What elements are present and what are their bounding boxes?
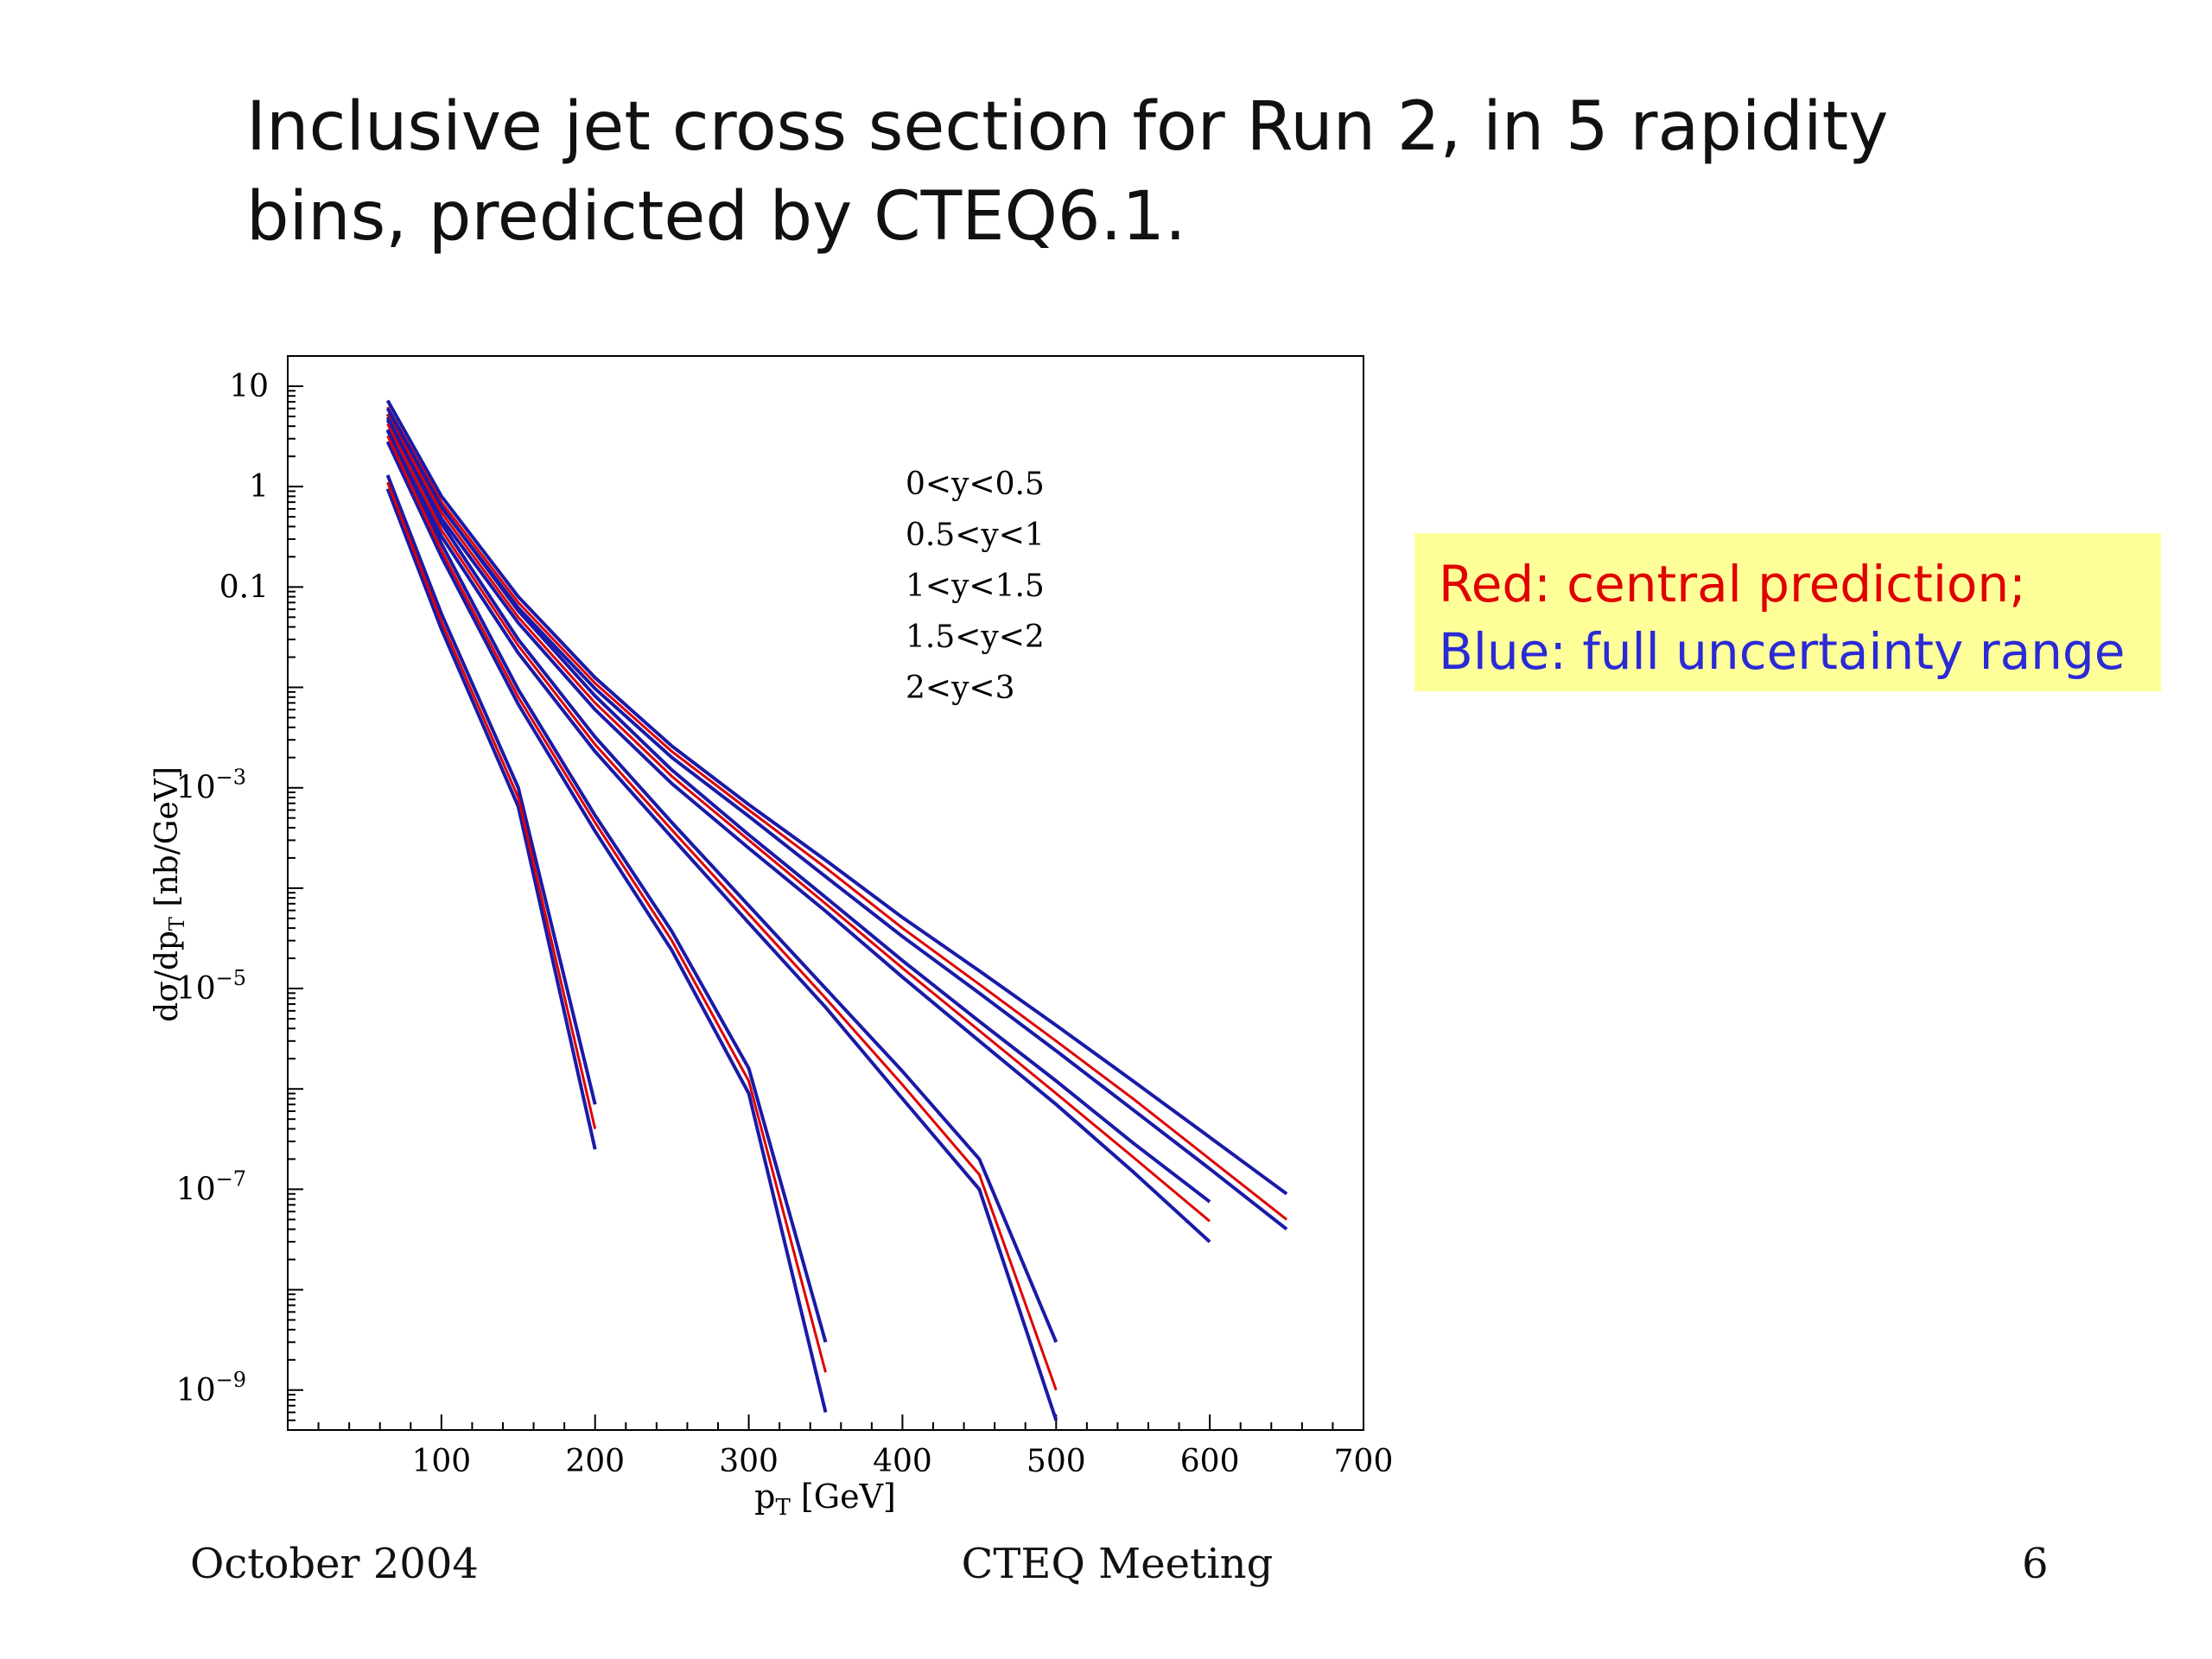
series-4-lower-line — [385, 441, 828, 1413]
y-axis-label: dσ/dpT [nb/GeV] — [149, 766, 189, 1022]
y-tick-label: 10−3 — [176, 766, 246, 806]
y-tick-label: 1 — [249, 469, 269, 505]
x-axis-label: pT [GeV] — [754, 1478, 896, 1521]
y-tick-label: 10−9 — [176, 1368, 246, 1408]
series-5-lower-line — [385, 487, 597, 1150]
x-tick-label: 200 — [565, 1444, 625, 1479]
legend-entry: 0.5<y<1 — [906, 518, 1045, 553]
series-2-central-line — [386, 414, 1211, 1223]
y-tick-label: 10−7 — [176, 1166, 246, 1207]
legend: 0<y<0.5 0.5<y<1 1<y<1.5 1.5<y<2 2<y<3 — [906, 467, 1045, 706]
legend-entry: 2<y<3 — [906, 671, 1014, 706]
x-tick-label: 700 — [1334, 1444, 1394, 1479]
series-4-upper-line — [385, 429, 828, 1343]
slide-title-line-2: bins, predicted by CTEQ6.1. — [246, 178, 1186, 256]
color-key-callout: Red: central prediction; Blue: full unce… — [1414, 533, 2161, 691]
series-1-upper-line — [385, 399, 1288, 1196]
series-4-central-line — [386, 435, 827, 1373]
callout-blue-text: Blue: full uncertainty range — [1439, 622, 2126, 681]
series-5-upper-line — [385, 474, 597, 1105]
curves — [385, 399, 1288, 1421]
y-tick-label: 10 — [229, 369, 269, 404]
x-tick-label: 300 — [719, 1444, 779, 1479]
series-3-lower-line — [385, 429, 1058, 1421]
series-2-lower-line — [385, 419, 1211, 1243]
series-5-central-line — [386, 481, 597, 1129]
y-tick-label: 0.1 — [219, 569, 269, 605]
series-3-upper-line — [385, 416, 1058, 1344]
footer-event: CTEQ Meeting — [961, 1540, 1274, 1588]
x-tick-label: 600 — [1180, 1444, 1240, 1479]
legend-entry: 1.5<y<2 — [906, 620, 1045, 655]
legend-entry: 0<y<0.5 — [906, 467, 1045, 502]
legend-entry: 1<y<1.5 — [906, 569, 1045, 604]
series-5 — [385, 474, 597, 1150]
y-tick-label: 10−5 — [176, 966, 246, 1007]
callout-red-text: Red: central prediction; — [1439, 555, 2026, 613]
x-tick-label: 400 — [873, 1444, 932, 1479]
svg-text:pT [GeV]: pT [GeV] — [754, 1478, 896, 1521]
x-tick-label: 500 — [1027, 1444, 1086, 1479]
footer-page-number: 6 — [2022, 1540, 2049, 1588]
footer-date: October 2004 — [190, 1540, 479, 1588]
series-3 — [385, 416, 1058, 1421]
x-tick-label: 100 — [411, 1444, 471, 1479]
axes: 100 200 300 400 500 600 700 10 1 0.1 10−3 10−5 10−7 1… — [176, 355, 1394, 1479]
series-1-central-line — [386, 406, 1288, 1221]
series-4 — [385, 429, 828, 1413]
slide-title-line-1: Inclusive jet cross section for Run 2, i… — [246, 88, 1889, 166]
series-3-central-line — [386, 423, 1058, 1391]
slide-title: Inclusive jet cross section for Run 2, i… — [246, 82, 2018, 262]
series-2-upper-line — [385, 407, 1211, 1204]
series-2 — [385, 407, 1211, 1243]
svg-text:dσ/dpT [nb/GeV]: dσ/dpT [nb/GeV] — [149, 766, 189, 1022]
